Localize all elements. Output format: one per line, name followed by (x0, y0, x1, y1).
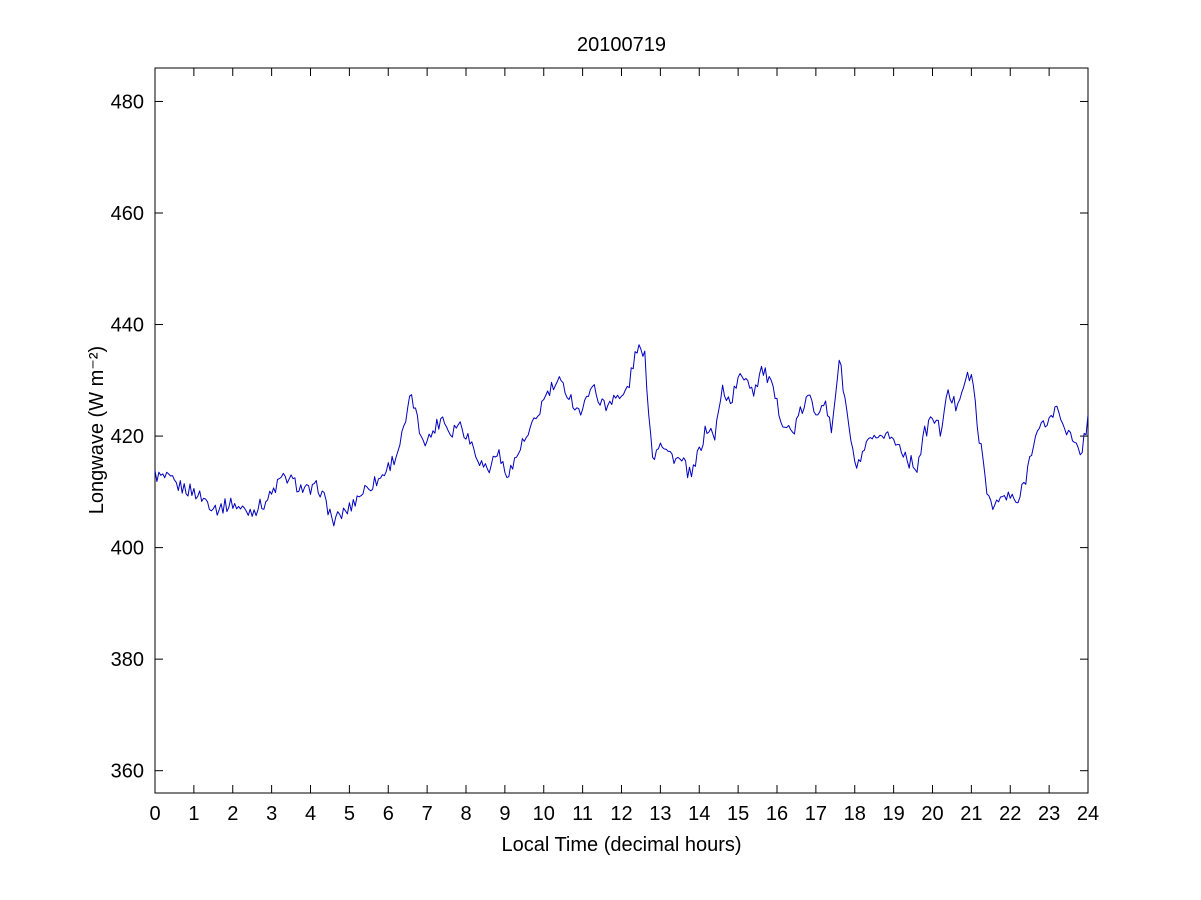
chart-title: 20100719 (577, 34, 666, 56)
x-tick-label: 7 (422, 803, 433, 825)
x-tick-label: 9 (499, 803, 510, 825)
x-tick-label: 24 (1077, 803, 1099, 825)
x-tick-label: 3 (266, 803, 277, 825)
x-tick-label: 16 (766, 803, 788, 825)
x-tick-label: 21 (960, 803, 982, 825)
y-tick-label: 420 (111, 426, 144, 448)
y-tick-label: 480 (111, 91, 144, 113)
x-tick-label: 15 (727, 803, 749, 825)
series-line (154, 344, 1089, 527)
y-tick-label: 360 (111, 761, 144, 783)
x-tick-label: 12 (610, 803, 632, 825)
axes-box (154, 67, 1089, 794)
y-tick-label: 440 (111, 315, 144, 337)
x-tick-label: 5 (344, 803, 355, 825)
y-tick-label: 460 (111, 203, 144, 225)
x-tick-label: 19 (883, 803, 905, 825)
x-axis-label: Local Time (decimal hours) (501, 834, 742, 856)
x-tick-label: 1 (188, 803, 199, 825)
x-tick-label: 8 (460, 803, 471, 825)
x-tick-label: 0 (149, 803, 160, 825)
x-tick-label: 23 (1038, 803, 1060, 825)
x-tick-label: 14 (688, 803, 710, 825)
x-tick-label: 4 (305, 803, 316, 825)
x-tick-label: 2 (227, 803, 238, 825)
x-tick-label: 18 (844, 803, 866, 825)
x-tick-label: 13 (649, 803, 671, 825)
x-tick-label: 6 (383, 803, 394, 825)
y-tick-label: 380 (111, 649, 144, 671)
x-tick-label: 11 (572, 803, 593, 825)
y-tick-label: 400 (111, 538, 144, 560)
x-tick-label: 10 (533, 803, 555, 825)
y-axis-label: Longwave (W m⁻²) (86, 345, 108, 515)
x-tick-label: 20 (921, 803, 943, 825)
x-tick-label: 17 (805, 803, 827, 825)
x-tick-label: 22 (999, 803, 1021, 825)
